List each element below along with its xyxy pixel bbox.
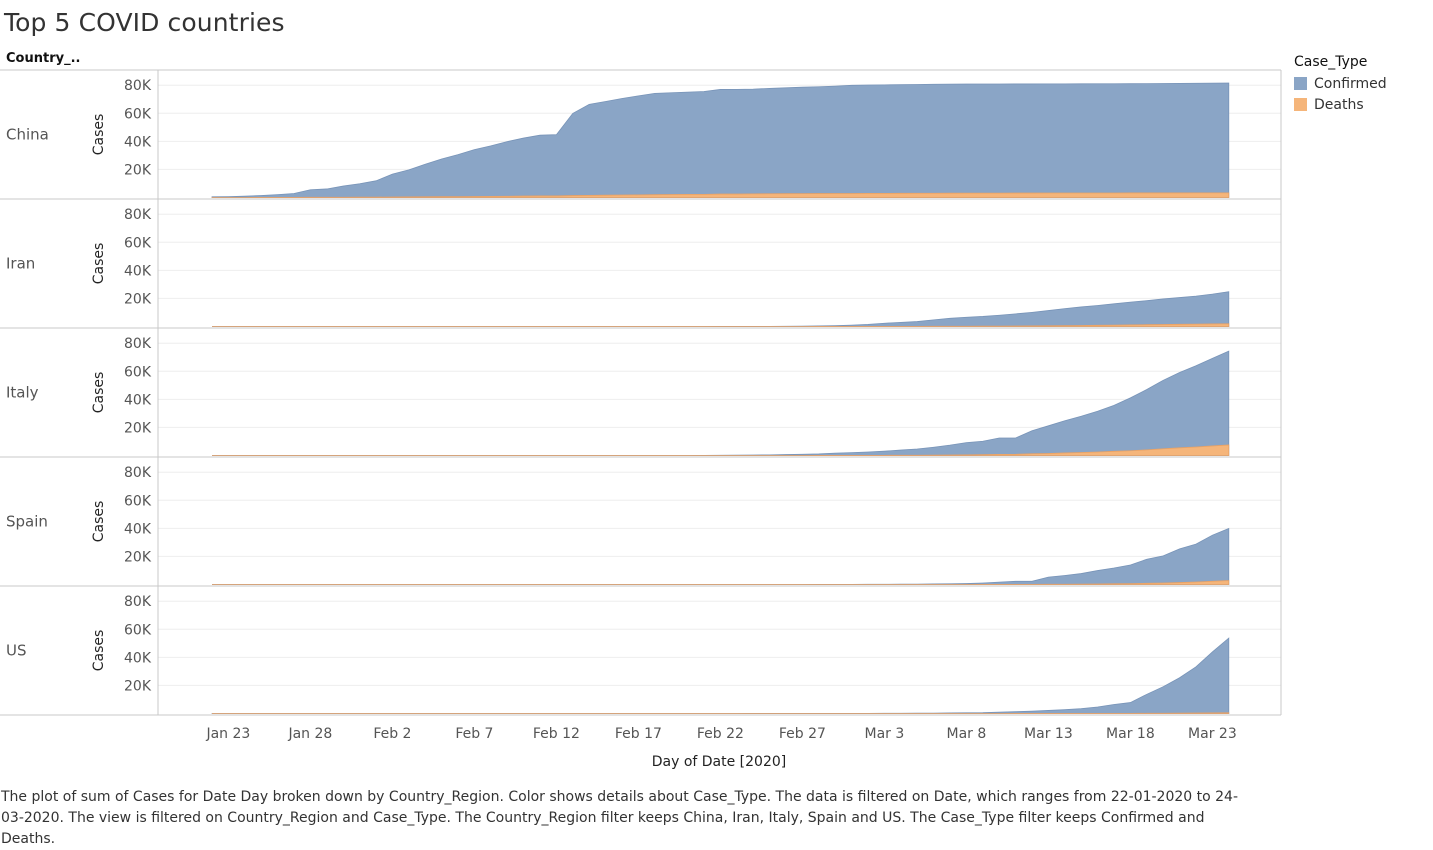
area-italy-deaths[interactable]	[212, 444, 1230, 456]
x-axis-title: Day of Date [2020]	[652, 754, 787, 770]
area-italy-confirmed[interactable]	[212, 350, 1230, 456]
xtick-mar-8: Mar 8	[947, 726, 987, 742]
ytick-china-40k: 40K	[124, 134, 152, 150]
chart-caption: The plot of sum of Cases for Date Day br…	[1, 789, 1239, 847]
xtick-feb-7: Feb 7	[455, 726, 493, 742]
ytick-italy-80k: 80K	[124, 336, 152, 352]
ytick-china-20k: 20K	[124, 162, 152, 178]
legend-item-deaths[interactable]: Deaths	[1294, 94, 1387, 115]
ytick-spain-20k: 20K	[124, 549, 152, 565]
ytick-spain-40k: 40K	[124, 521, 152, 537]
area-china-confirmed[interactable]	[211, 82, 1230, 198]
area-us-deaths[interactable]	[212, 712, 1230, 714]
ylabel-us: Cases	[91, 630, 107, 672]
xtick-feb-12: Feb 12	[533, 726, 580, 742]
area-chart[interactable]: 20K 40K 60K 80K Cases China 20K 40K 60K 80K Cases I…	[0, 0, 1290, 780]
ytick-spain-60k: 60K	[124, 493, 152, 509]
area-iran-deaths[interactable]	[212, 323, 1230, 327]
ytick-iran-40k: 40K	[124, 263, 152, 279]
ylabel-iran: Cases	[91, 243, 107, 285]
ytick-us-80k: 80K	[124, 594, 152, 610]
row-field-header[interactable]: Country_..	[6, 51, 81, 66]
area-china-deaths[interactable]	[211, 192, 1230, 198]
xtick-jan-28: Jan 28	[287, 726, 332, 742]
ytick-china-60k: 60K	[124, 106, 152, 122]
color-legend: Case_Type Confirmed Deaths	[1294, 54, 1387, 115]
ytick-iran-20k: 20K	[124, 291, 152, 307]
ylabel-spain: Cases	[91, 501, 107, 543]
xtick-feb-27: Feb 27	[779, 726, 826, 742]
ytick-iran-80k: 80K	[124, 207, 152, 223]
ylabel-china: Cases	[91, 114, 107, 156]
area-spain-deaths[interactable]	[212, 580, 1230, 585]
row-label-iran: Iran	[6, 255, 35, 273]
legend-label-deaths: Deaths	[1314, 96, 1364, 113]
xtick-mar-13: Mar 13	[1024, 726, 1073, 742]
row-label-us: US	[6, 642, 27, 660]
ytick-spain-80k: 80K	[124, 465, 152, 481]
ytick-iran-60k: 60K	[124, 235, 152, 251]
area-us-confirmed[interactable]	[211, 637, 1230, 714]
ytick-us-20k: 20K	[124, 678, 152, 694]
legend-item-confirmed[interactable]: Confirmed	[1294, 73, 1387, 94]
xtick-mar-23: Mar 23	[1188, 726, 1237, 742]
legend-label-confirmed: Confirmed	[1314, 75, 1387, 92]
legend-swatch-confirmed	[1294, 77, 1307, 90]
xtick-jan-23: Jan 23	[205, 726, 250, 742]
xtick-mar-18: Mar 18	[1106, 726, 1155, 742]
legend-title: Case_Type	[1294, 54, 1368, 70]
ytick-italy-40k: 40K	[124, 392, 152, 408]
ytick-us-40k: 40K	[124, 650, 152, 666]
ytick-china-80k: 80K	[124, 78, 152, 94]
row-label-spain: Spain	[6, 513, 48, 531]
row-label-italy: Italy	[6, 384, 39, 402]
ytick-italy-60k: 60K	[124, 364, 152, 380]
xtick-feb-17: Feb 17	[615, 726, 662, 742]
ytick-italy-20k: 20K	[124, 420, 152, 436]
row-label-china: China	[6, 126, 49, 144]
xtick-feb-22: Feb 22	[697, 726, 744, 742]
xtick-mar-3: Mar 3	[865, 726, 905, 742]
legend-swatch-deaths	[1294, 98, 1307, 111]
ylabel-italy: Cases	[91, 372, 107, 414]
area-iran-confirmed[interactable]	[212, 291, 1230, 327]
ytick-us-60k: 60K	[124, 622, 152, 638]
chart-title: Top 5 COVID countries	[4, 8, 285, 37]
xtick-feb-2: Feb 2	[373, 726, 411, 742]
